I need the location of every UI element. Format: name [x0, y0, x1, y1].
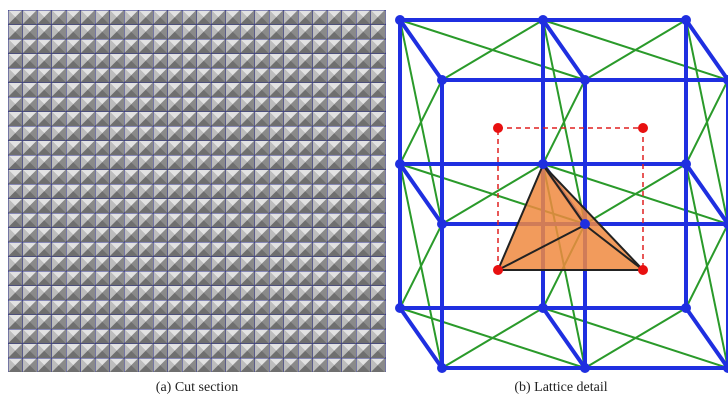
lattice-part	[681, 15, 691, 25]
figure: (a) Cut section (b) Lattice detail	[0, 0, 728, 410]
lattice-part	[437, 219, 447, 229]
lattice-part	[543, 80, 585, 164]
lattice-part	[395, 303, 405, 313]
lattice-part	[580, 219, 590, 229]
lattice-part	[585, 308, 686, 368]
caption: (a) Cut section	[47, 380, 347, 396]
lattice-part	[681, 303, 691, 313]
figure-art	[0, 0, 728, 410]
cut-section-image	[8, 10, 386, 372]
lattice-part	[585, 20, 686, 80]
lattice-image	[395, 15, 728, 373]
lattice-part	[638, 265, 648, 275]
lattice-part	[400, 80, 442, 164]
lattice-part	[395, 159, 405, 169]
lattice-part	[686, 224, 728, 308]
lattice-part	[437, 75, 447, 85]
lattice-part	[638, 123, 648, 133]
lattice-part	[493, 123, 503, 133]
lattice-part	[442, 20, 543, 80]
lattice-part	[437, 363, 447, 373]
lattice-part	[580, 363, 590, 373]
lattice-part	[580, 75, 590, 85]
caption: (b) Lattice detail	[411, 380, 711, 396]
lattice-part	[538, 15, 548, 25]
lattice-part	[395, 15, 405, 25]
lattice-part	[493, 265, 503, 275]
lattice-part	[681, 159, 691, 169]
lattice-part	[442, 308, 543, 368]
lattice-part	[538, 303, 548, 313]
lattice-part	[686, 80, 728, 164]
lattice-part	[400, 224, 442, 308]
lattice-part	[585, 164, 686, 224]
lattice-part	[538, 159, 548, 169]
